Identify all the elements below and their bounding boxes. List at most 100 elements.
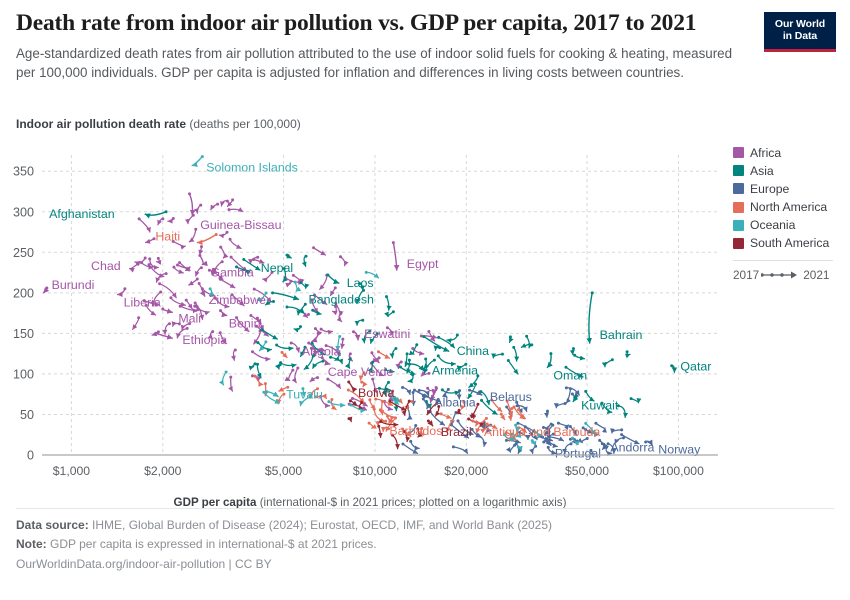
x-axis-title-light: (international-$ in 2021 prices; plotted… — [259, 496, 567, 509]
svg-text:$10,000: $10,000 — [353, 464, 397, 478]
country-label: Barbados — [389, 424, 442, 438]
country-label: Mali — [178, 311, 201, 325]
y-axis-ticks: 0 50 100 150 200 250 300 350 — [13, 165, 34, 463]
legend-item-label: North America — [750, 200, 828, 215]
svg-text:$2,000: $2,000 — [144, 464, 181, 478]
country-label: Nepal — [261, 261, 293, 275]
legend-item-label: Oceania — [750, 218, 796, 233]
country-label: Andorra — [610, 441, 654, 455]
data-source-line: Data source: IHME, Global Burden of Dise… — [16, 516, 816, 535]
country-label: Eswatini — [364, 327, 410, 341]
logo-line-1: Our World — [774, 17, 826, 30]
legend-swatch-icon — [733, 165, 744, 177]
country-label: Egypt — [407, 257, 439, 271]
x-axis-title: GDP per capita (international-$ in 2021 … — [0, 496, 740, 509]
country-label: Belarus — [490, 390, 532, 404]
country-label: Armenia — [432, 364, 478, 378]
legend-year-end: 2021 — [803, 267, 830, 282]
y-axis-title-light: (deaths per 100,000) — [189, 117, 301, 131]
legend-swatch-icon — [733, 237, 744, 249]
country-label: Oman — [553, 368, 587, 382]
legend-swatch-icon — [733, 219, 744, 231]
country-label: Afghanistan — [49, 207, 115, 221]
y-axis-title-bold: Indoor air pollution death rate — [16, 117, 187, 131]
legend-item-label: South America — [750, 236, 830, 251]
country-label: Bahrain — [600, 328, 643, 342]
note-line: Note: GDP per capita is expressed in int… — [16, 535, 816, 554]
legend-item-oceania[interactable]: Oceania — [733, 218, 845, 233]
legend-item-south-america[interactable]: South America — [733, 236, 845, 251]
country-label: Chad — [91, 259, 121, 273]
country-label: Gambia — [210, 265, 253, 279]
legend-year-start: 2017 — [733, 267, 760, 282]
svg-text:$1,000: $1,000 — [53, 464, 90, 478]
country-label: Zimbabwe — [209, 293, 266, 307]
country-label: Cape Verde — [328, 365, 394, 379]
logo-line-2: in Data — [782, 29, 818, 42]
svg-text:0: 0 — [27, 449, 34, 463]
country-label: Kuwait — [581, 398, 619, 412]
country-trajectories[interactable] — [42, 155, 678, 458]
country-label: Haiti — [155, 230, 180, 244]
svg-text:150: 150 — [13, 327, 34, 341]
country-labels: Solomon Islands Afghanistan Guinea-Bissau H… — [49, 161, 711, 461]
legend-item-label: Africa — [750, 145, 782, 160]
svg-text:$5,000: $5,000 — [265, 464, 302, 478]
country-label: Portugal — [555, 446, 601, 460]
svg-text:350: 350 — [13, 165, 34, 179]
note-label: Note: — [16, 537, 47, 552]
legend-item-africa[interactable]: Africa — [733, 145, 845, 160]
country-label: Laos — [347, 276, 374, 290]
country-label: Tuvalu — [286, 388, 323, 402]
svg-text:$20,000: $20,000 — [444, 464, 488, 478]
chart-footer: Data source: IHME, Global Burden of Dise… — [16, 516, 816, 574]
legend-item-europe[interactable]: Europe — [733, 181, 845, 196]
country-label: China — [457, 344, 489, 358]
x-axis-title-bold: GDP per capita — [173, 496, 257, 509]
country-label: Bangladesh — [308, 292, 374, 306]
scatter-plot[interactable]: 0 50 100 150 200 250 300 350 Solomon Islands Afg… — [0, 140, 740, 480]
y-axis-title: Indoor air pollution death rate (deaths … — [16, 117, 301, 131]
svg-text:250: 250 — [13, 246, 34, 260]
legend-item-north-america[interactable]: North America — [733, 200, 845, 215]
note-text: GDP per capita is expressed in internati… — [50, 537, 377, 552]
plot-svg: 0 50 100 150 200 250 300 350 Solomon Islands Afg… — [13, 155, 718, 478]
country-label: Solomon Islands — [206, 161, 298, 175]
svg-text:200: 200 — [13, 286, 34, 300]
legend-item-asia[interactable]: Asia — [733, 163, 845, 178]
footer-divider — [16, 508, 834, 509]
owid-logo[interactable]: Our World in Data — [764, 12, 836, 52]
legend-swatch-icon — [733, 147, 744, 158]
data-source-text: IHME, Global Burden of Disease (2024); E… — [92, 518, 553, 532]
country-label: Bolivia — [358, 386, 395, 400]
country-label: Qatar — [680, 359, 711, 373]
country-label: Albania — [434, 396, 475, 410]
country-label: Norway — [658, 442, 701, 456]
page-title: Death rate from indoor air pollution vs.… — [16, 10, 697, 36]
svg-text:$100,000: $100,000 — [653, 464, 704, 478]
chart-header: Death rate from indoor air pollution vs.… — [16, 10, 836, 82]
country-label: Burundi — [52, 278, 95, 292]
country-label: Angola — [302, 344, 341, 358]
chart-subtitle: Age-standardized death rates from air po… — [16, 46, 733, 81]
legend-item-label: Asia — [750, 163, 774, 178]
legend-time-range: 2017 2021 — [733, 268, 845, 282]
country-label: Brazil — [441, 425, 472, 439]
country-label: Benin — [229, 317, 261, 331]
svg-text:300: 300 — [13, 205, 34, 219]
data-source-label: Data source: — [16, 518, 89, 532]
svg-text:100: 100 — [13, 367, 34, 381]
country-label: Liberia — [124, 295, 161, 309]
country-label: Antigua and Barbuda — [484, 425, 601, 439]
legend[interactable]: Africa Asia Europe North America Oceania Sout… — [733, 145, 845, 282]
x-axis-ticks: $1,000 $2,000 $5,000 $10,000 $20,000 $50,000 $… — [53, 464, 704, 478]
legend-item-label: Europe — [750, 181, 790, 196]
attribution-line: OurWorldinData.org/indoor-air-pollution … — [16, 556, 272, 571]
svg-text:50: 50 — [20, 408, 34, 422]
svg-text:$50,000: $50,000 — [565, 464, 609, 478]
legend-swatch-icon — [733, 183, 744, 195]
legend-swatch-icon — [733, 201, 744, 213]
country-label: Ethiopia — [182, 333, 227, 347]
country-label: Guinea-Bissau — [200, 218, 281, 232]
